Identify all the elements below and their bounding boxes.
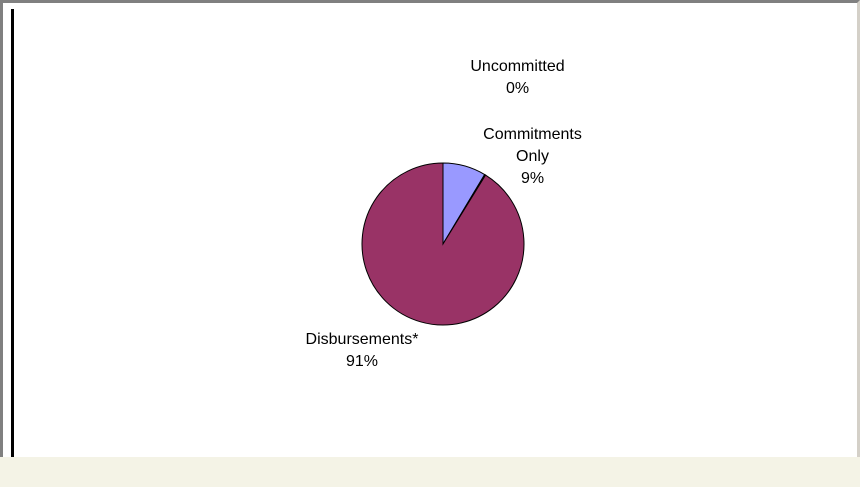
label-disbursements-percent: 91% <box>345 353 379 370</box>
label-uncommitted: Uncommitted 0% <box>455 56 580 100</box>
bottom-strip <box>0 457 860 487</box>
label-disbursements-name: Disbursements* <box>305 331 419 348</box>
label-commitments-line1: Commitments <box>483 126 582 143</box>
slice-disbursements <box>361 162 525 326</box>
label-uncommitted-name: Uncommitted <box>470 58 565 75</box>
label-uncommitted-percent: 0% <box>505 80 530 97</box>
label-disbursements: Disbursements* 91% <box>282 329 442 373</box>
label-commitments-only: Commitments Only 9% <box>470 124 595 190</box>
label-commitments-percent: 9% <box>520 170 545 187</box>
label-commitments-line2: Only <box>516 148 549 165</box>
